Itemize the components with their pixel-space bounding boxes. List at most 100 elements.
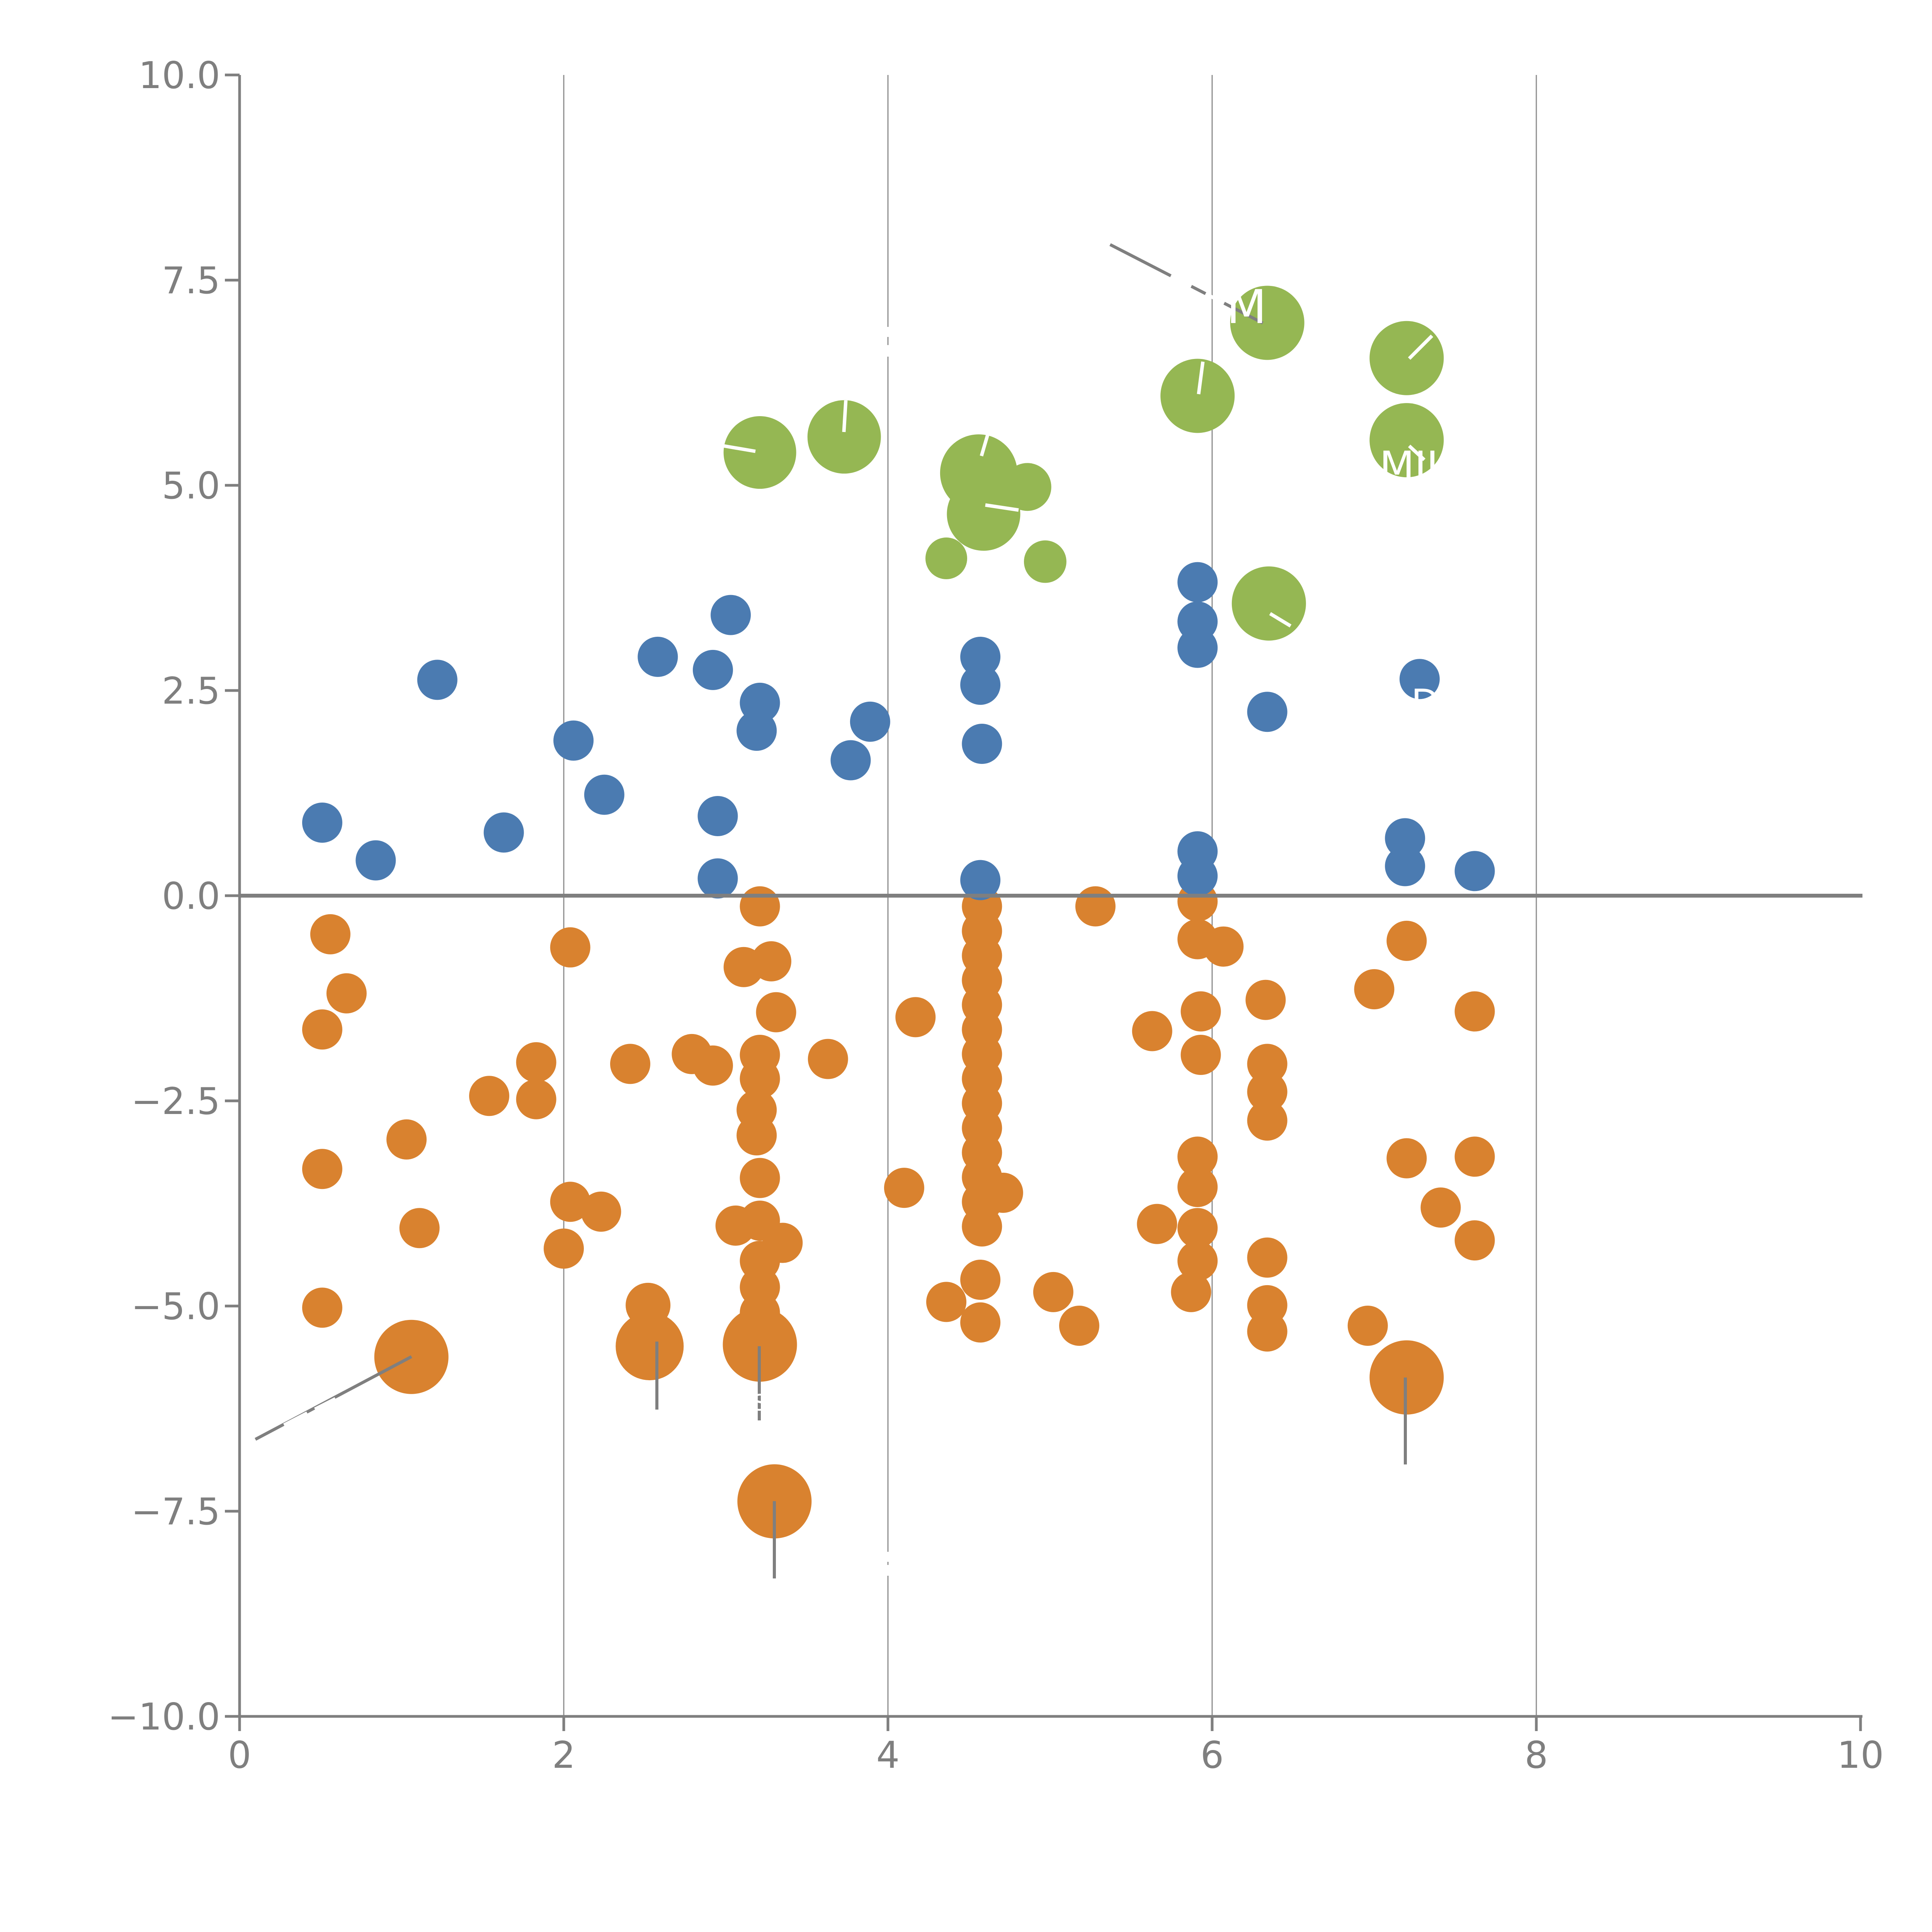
- data-point-orange: [581, 1191, 621, 1232]
- data-point-green: [1231, 566, 1306, 641]
- data-point-orange: [740, 1058, 780, 1099]
- data-point-blue: [584, 774, 624, 815]
- white-annotation-line: [1170, 274, 1192, 288]
- data-point-orange: [550, 1182, 590, 1222]
- white-annotation-text: D: [1411, 682, 1439, 724]
- data-point-orange: [1420, 1187, 1461, 1228]
- data-point-orange: [310, 914, 350, 954]
- x-tick-label: 0: [228, 1734, 251, 1777]
- data-point-orange: [1177, 1167, 1218, 1208]
- data-point-green: [1003, 463, 1051, 511]
- data-point-orange: [302, 1009, 342, 1050]
- data-point-blue: [302, 802, 342, 843]
- data-point-orange: [1033, 1272, 1073, 1312]
- data-point-blue: [1454, 851, 1495, 891]
- data-point-orange: [544, 1228, 584, 1269]
- white-annotation-dash: [883, 345, 889, 357]
- data-point-orange: [1180, 991, 1221, 1032]
- data-point-blue: [355, 840, 396, 881]
- data-point-orange: [1369, 1340, 1444, 1415]
- white-annotation-line: [1197, 361, 1205, 395]
- data-point-orange: [1180, 1035, 1221, 1075]
- white-annotation-line: [842, 400, 848, 432]
- data-point-green: [1369, 321, 1444, 395]
- data-point-orange: [399, 1208, 440, 1248]
- data-point-blue: [960, 860, 1001, 900]
- white-annotation-line: [723, 444, 756, 453]
- data-point-orange: [516, 1042, 556, 1083]
- data-point-orange: [1245, 980, 1286, 1020]
- data-point-blue: [1385, 818, 1425, 859]
- data-point-orange: [469, 1076, 510, 1116]
- white-annotation-line: [1204, 292, 1225, 305]
- y-tick-label: 7.5: [162, 260, 220, 302]
- y-tick-label: 10.0: [138, 54, 220, 97]
- data-point-blue: [483, 812, 524, 853]
- data-point-orange: [895, 997, 936, 1037]
- y-tick-label: −2.5: [131, 1080, 220, 1123]
- data-point-blue: [553, 720, 594, 761]
- x-tick-label: 2: [552, 1734, 575, 1777]
- data-point-blue: [960, 636, 1001, 677]
- data-point-orange: [1454, 1136, 1495, 1177]
- data-point-orange: [1137, 1204, 1177, 1244]
- data-point-orange: [1454, 991, 1495, 1032]
- data-point-blue: [692, 650, 733, 690]
- data-point-orange: [1177, 1136, 1218, 1177]
- data-point-orange: [1354, 969, 1395, 1010]
- data-point-orange: [1075, 886, 1116, 927]
- data-point-orange: [1177, 1208, 1218, 1248]
- data-point-orange: [1177, 1241, 1218, 1281]
- data-point-orange: [740, 1158, 780, 1198]
- data-point-orange: [550, 927, 590, 968]
- white-annotation-line: [985, 503, 1019, 512]
- y-tick-label: 0.0: [162, 875, 220, 918]
- data-point-blue: [697, 796, 738, 836]
- data-point-orange: [1171, 1272, 1211, 1312]
- white-annotation-dash: [883, 327, 889, 337]
- white-annotation-line: [283, 1412, 308, 1427]
- data-point-blue: [1247, 692, 1287, 732]
- data-point-orange: [516, 1079, 556, 1119]
- data-point-orange: [926, 1282, 967, 1322]
- y-tick-label: −5.0: [131, 1286, 220, 1328]
- data-point-orange: [962, 1206, 1002, 1247]
- data-point-orange: [736, 1115, 777, 1156]
- white-annotation-dash: [882, 1565, 889, 1576]
- data-point-blue: [850, 701, 890, 742]
- data-point-green: [1024, 540, 1066, 583]
- y-tick-label: 2.5: [162, 670, 220, 713]
- data-point-green: [1230, 286, 1304, 360]
- x-tick-label: 6: [1201, 1734, 1224, 1777]
- data-point-green: [723, 416, 796, 489]
- data-point-blue: [711, 595, 751, 635]
- data-point-orange: [302, 1287, 342, 1328]
- data-point-orange: [808, 1039, 848, 1079]
- data-point-blue: [1177, 856, 1218, 896]
- data-point-orange: [1247, 1071, 1287, 1112]
- data-point-blue: [830, 740, 871, 781]
- data-point-orange: [1247, 1100, 1287, 1141]
- data-point-blue: [962, 724, 1002, 764]
- data-point-orange: [616, 1312, 684, 1381]
- data-point-blue: [417, 660, 457, 700]
- data-point-orange: [1059, 1305, 1100, 1346]
- data-point-blue: [1399, 659, 1440, 699]
- data-point-orange: [692, 1045, 733, 1086]
- data-point-blue: [736, 711, 777, 751]
- data-point-orange: [740, 886, 780, 927]
- data-point-blue: [1177, 628, 1218, 668]
- white-annotation-text: M: [1226, 281, 1267, 334]
- data-point-orange: [610, 1044, 650, 1084]
- data-point-green: [947, 477, 1020, 551]
- data-point-orange: [960, 1260, 1001, 1300]
- white-annotation-line: [314, 1397, 337, 1411]
- data-point-orange: [302, 1149, 342, 1189]
- data-point-blue: [1177, 562, 1218, 602]
- data-point-orange: [1247, 1311, 1287, 1352]
- y-tick-label: −10.0: [108, 1696, 220, 1738]
- data-point-orange: [1203, 926, 1244, 967]
- data-point-orange: [983, 1172, 1023, 1213]
- x-tick-label: 4: [876, 1734, 900, 1777]
